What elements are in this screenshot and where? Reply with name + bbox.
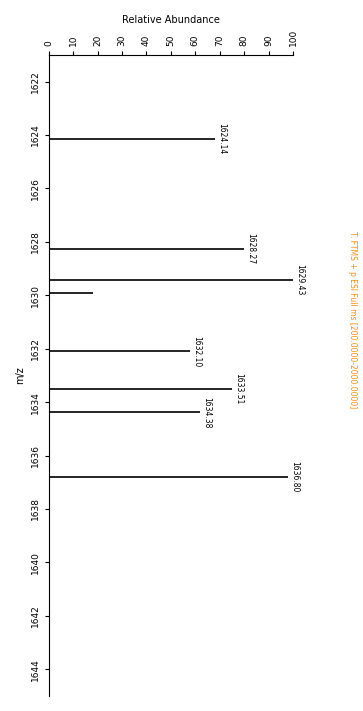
- Text: 1633.51: 1633.51: [234, 373, 243, 405]
- Text: T: FTMS + p ESI Full ms [200.0000-2000.0000]: T: FTMS + p ESI Full ms [200.0000-2000.0…: [348, 231, 356, 409]
- Text: 1634.38: 1634.38: [202, 397, 211, 428]
- Text: 1629.43: 1629.43: [295, 264, 304, 296]
- Y-axis label: m/z: m/z: [15, 367, 25, 384]
- X-axis label: Relative Abundance: Relative Abundance: [122, 15, 220, 25]
- Text: 1636.80: 1636.80: [290, 461, 299, 493]
- Text: 1624.14: 1624.14: [217, 123, 226, 154]
- Text: 1632.10: 1632.10: [192, 336, 201, 367]
- Text: 1628.27: 1628.27: [246, 233, 255, 264]
